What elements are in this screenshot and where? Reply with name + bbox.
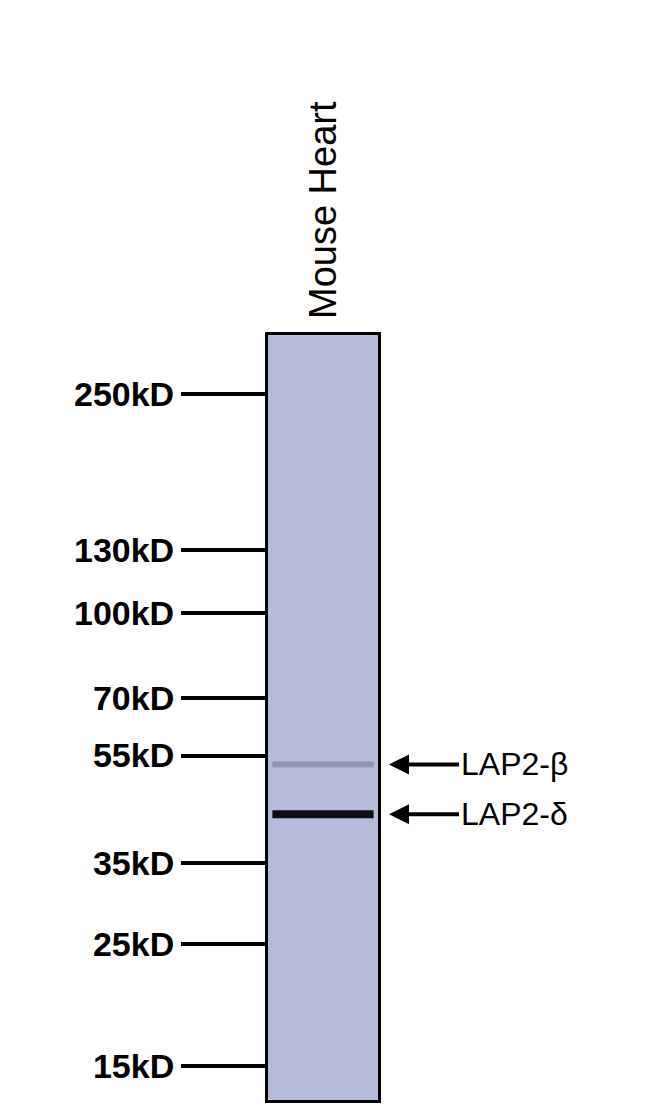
svg-text:130kD: 130kD [74, 531, 174, 569]
svg-text:35kD: 35kD [93, 844, 174, 882]
svg-text:25kD: 25kD [93, 925, 174, 963]
svg-text:55kD: 55kD [93, 736, 174, 774]
svg-text:Mouse Heart: Mouse Heart [302, 101, 344, 319]
svg-text:LAP2-δ: LAP2-δ [461, 796, 568, 832]
svg-text:LAP2-β: LAP2-β [461, 746, 568, 782]
svg-text:100kD: 100kD [74, 594, 174, 632]
svg-text:70kD: 70kD [93, 679, 174, 717]
svg-text:250kD: 250kD [74, 375, 174, 413]
svg-text:15kD: 15kD [93, 1047, 174, 1085]
